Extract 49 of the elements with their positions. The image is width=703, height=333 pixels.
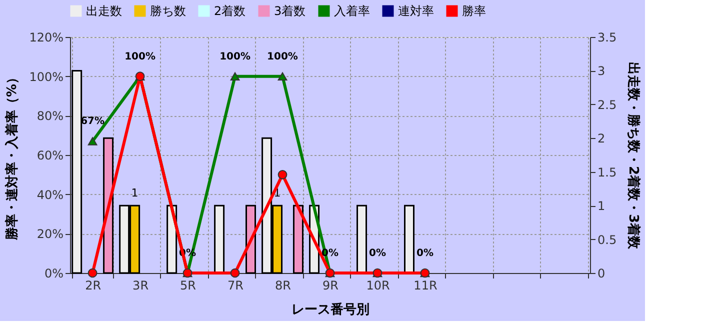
data-label: 100%	[267, 51, 298, 62]
legend-label: 入着率	[334, 4, 370, 18]
x-tick-label: 11R	[414, 278, 438, 292]
y-tick-label: 40%	[36, 188, 64, 202]
data-label: 100%	[220, 51, 250, 62]
y2-tick-label: 2.5	[598, 98, 617, 112]
legend-label: 2着数	[214, 4, 246, 18]
point	[88, 137, 98, 146]
x-tick-label: 8R	[275, 278, 292, 292]
y2-tick-label: 0.5	[598, 232, 617, 247]
y2-tick-label: 3.5	[598, 30, 617, 44]
y2-tick-label: 2	[598, 132, 606, 146]
bar	[292, 204, 304, 274]
legend-label: 3着数	[274, 4, 306, 18]
y-tick-label: 80%	[36, 109, 64, 124]
point	[230, 72, 240, 80]
point	[88, 268, 98, 278]
data-label: 0%	[368, 248, 386, 259]
y-tick-label: 60%	[36, 148, 64, 162]
y-tick-label: 20%	[36, 227, 64, 242]
x-tick-label: 3R	[132, 278, 149, 292]
x-tick-label: 5R	[180, 278, 196, 292]
data-label: 100%	[124, 51, 156, 62]
y-tick-label: 120%	[29, 30, 64, 44]
y2-axis-title: 出走数・勝ち数・2着数・3着数	[626, 62, 642, 250]
y-tick-label: 0%	[44, 266, 64, 280]
y2-tick-label: 0	[598, 266, 606, 280]
y2-tick-label: 3	[598, 64, 606, 78]
legend-label: 連対率	[398, 4, 434, 18]
x-tick-label: 9R	[322, 278, 338, 292]
point	[278, 170, 288, 180]
data-label: 1	[131, 186, 138, 200]
point	[278, 72, 288, 80]
bar	[72, 70, 82, 274]
y-axis-title: 勝率・連対率・入着率（%）	[4, 70, 20, 242]
x-tick-label: 10R	[366, 278, 390, 292]
x-axis-title: レース番号別	[292, 302, 370, 318]
x-tick-label: 7R	[228, 278, 244, 292]
legend-label: 勝率	[462, 4, 486, 18]
point	[230, 268, 240, 278]
data-label: 67%	[80, 116, 105, 128]
legend-label: 勝ち数	[150, 4, 186, 18]
y-tick-label: 100%	[29, 70, 64, 84]
x-tick-label: 2R	[85, 278, 102, 292]
legend-label: 出走数	[86, 4, 122, 18]
bar	[103, 137, 114, 274]
y2-tick-label: 1	[598, 199, 606, 214]
data-label: 0%	[416, 248, 434, 259]
y2-tick-label: 1.5	[598, 165, 617, 180]
